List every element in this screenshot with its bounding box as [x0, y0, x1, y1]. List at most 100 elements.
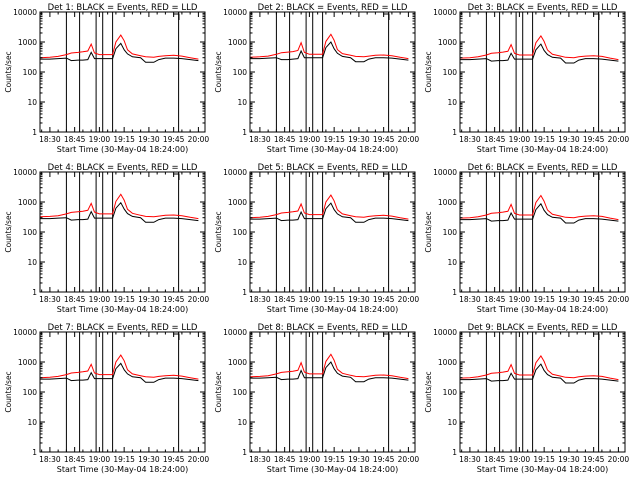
- x-tick-label: 18:45: [274, 135, 296, 144]
- y-tick-label: 100: [233, 68, 248, 77]
- x-tick-label: 19:30: [558, 295, 580, 304]
- series-line-events: [250, 41, 409, 63]
- x-tick-label: 20:00: [188, 295, 210, 304]
- x-tick-label: 19:00: [89, 455, 111, 464]
- x-tick-label: 19:45: [163, 135, 185, 144]
- y-tick-label: 100: [443, 68, 458, 77]
- x-tick-label: 18:30: [459, 455, 481, 464]
- y-tick-label: 10: [447, 98, 457, 107]
- plot-frame: [39, 331, 206, 453]
- corner-bracket-mark: [173, 173, 180, 180]
- x-tick-label: 19:30: [558, 135, 580, 144]
- panel-det-2: Det 2: BLACK = Events, RED = LLD 1 10 100 10…: [214, 3, 419, 154]
- x-tick-label: 19:15: [113, 135, 135, 144]
- series-line-lld: [249, 353, 409, 380]
- x-tick-label: 19:00: [509, 135, 531, 144]
- series-line-lld: [39, 193, 199, 220]
- x-tick-label: 19:45: [373, 135, 395, 144]
- y-axis-label: Counts/sec: [214, 211, 223, 252]
- x-tick-label: 19:45: [583, 455, 605, 464]
- y-tick-label: 10: [237, 418, 247, 427]
- x-tick-label: 19:45: [373, 295, 395, 304]
- x-axis-label: Start Time (30-May-04 18:24:00): [57, 145, 188, 154]
- panel-title: Det 7: BLACK = Events, RED = LLD: [48, 323, 198, 333]
- y-axis-label: Counts/sec: [4, 211, 13, 252]
- y-tick-label: 10000: [13, 8, 37, 17]
- panel-title: Det 8: BLACK = Events, RED = LLD: [258, 323, 408, 333]
- x-tick-label: 19:00: [509, 295, 531, 304]
- y-axis-label: Counts/sec: [214, 51, 223, 92]
- panel-title: Det 5: BLACK = Events, RED = LLD: [258, 163, 408, 173]
- x-tick-label: 18:30: [39, 455, 61, 464]
- x-axis-label: Start Time (30-May-04 18:24:00): [57, 305, 188, 314]
- panel-title: Det 4: BLACK = Events, RED = LLD: [48, 163, 198, 173]
- y-tick-label: 1: [452, 448, 457, 457]
- y-tick-label: 100: [233, 388, 248, 397]
- x-tick-label: 18:45: [484, 455, 506, 464]
- x-tick-label: 19:30: [138, 135, 160, 144]
- y-tick-label: 10000: [433, 8, 457, 17]
- y-tick-label: 1: [452, 128, 457, 137]
- x-axis-label: Start Time (30-May-04 18:24:00): [477, 465, 608, 474]
- x-tick-label: 20:00: [398, 135, 420, 144]
- x-tick-label: 18:45: [64, 455, 86, 464]
- y-tick-label: 100: [443, 228, 458, 237]
- series-line-events: [250, 202, 409, 223]
- y-tick-label: 10: [27, 98, 37, 107]
- x-tick-label: 20:00: [398, 295, 420, 304]
- x-tick-label: 20:00: [608, 295, 630, 304]
- y-axis-label: Counts/sec: [4, 371, 13, 412]
- y-tick-label: 100: [443, 388, 458, 397]
- y-tick-label: 10000: [13, 168, 37, 177]
- y-tick-label: 1000: [228, 358, 247, 367]
- x-tick-label: 19:15: [323, 455, 345, 464]
- y-tick-label: 100: [23, 228, 38, 237]
- x-tick-label: 18:45: [64, 295, 86, 304]
- y-tick-label: 10: [447, 418, 457, 427]
- x-tick-label: 19:45: [583, 135, 605, 144]
- x-tick-label: 18:45: [274, 295, 296, 304]
- y-tick-label: 1: [452, 288, 457, 297]
- y-axis-label: Counts/sec: [4, 51, 13, 92]
- y-tick-label: 1000: [228, 198, 247, 207]
- x-tick-label: 18:30: [249, 455, 271, 464]
- panel-det-7: Det 7: BLACK = Events, RED = LLD 1 10 100 10…: [4, 323, 209, 474]
- x-tick-label: 19:00: [299, 455, 321, 464]
- y-tick-label: 10: [447, 258, 457, 267]
- x-tick-label: 19:15: [323, 135, 345, 144]
- x-tick-label: 20:00: [608, 455, 630, 464]
- y-tick-label: 1000: [438, 198, 457, 207]
- corner-bracket-mark: [383, 173, 390, 180]
- plot-frame: [249, 171, 416, 293]
- corner-bracket-mark: [383, 13, 390, 20]
- x-axis-label: Start Time (30-May-04 18:24:00): [477, 305, 608, 314]
- x-tick-label: 20:00: [188, 455, 210, 464]
- plot-frame: [39, 171, 206, 293]
- y-tick-label: 1000: [228, 38, 247, 47]
- x-tick-label: 18:30: [459, 295, 481, 304]
- panel-det-9: Det 9: BLACK = Events, RED = LLD 1 10 100 10…: [424, 323, 629, 474]
- series-line-events: [460, 202, 619, 224]
- corner-bracket-mark: [173, 333, 180, 340]
- y-tick-label: 1000: [18, 38, 37, 47]
- x-tick-label: 19:30: [138, 455, 160, 464]
- y-tick-label: 10000: [223, 8, 247, 17]
- y-tick-label: 10: [237, 98, 247, 107]
- series-line-lld: [459, 354, 619, 381]
- panel-title: Det 3: BLACK = Events, RED = LLD: [468, 3, 618, 13]
- x-tick-label: 18:45: [484, 135, 506, 144]
- x-tick-label: 18:30: [249, 135, 271, 144]
- panel-title: Det 9: BLACK = Events, RED = LLD: [468, 323, 618, 333]
- series-line-lld: [459, 34, 619, 61]
- x-axis-label: Start Time (30-May-04 18:24:00): [267, 145, 398, 154]
- y-tick-label: 10: [237, 258, 247, 267]
- x-tick-label: 20:00: [188, 135, 210, 144]
- x-tick-label: 18:45: [484, 295, 506, 304]
- panel-det-6: Det 6: BLACK = Events, RED = LLD 1 10 100 10…: [424, 163, 629, 314]
- plot-frame: [459, 331, 626, 453]
- series-line-events: [40, 42, 199, 63]
- plot-frame: [459, 11, 626, 133]
- y-tick-label: 1: [32, 448, 37, 457]
- y-tick-label: 1000: [438, 358, 457, 367]
- y-tick-label: 1: [242, 128, 247, 137]
